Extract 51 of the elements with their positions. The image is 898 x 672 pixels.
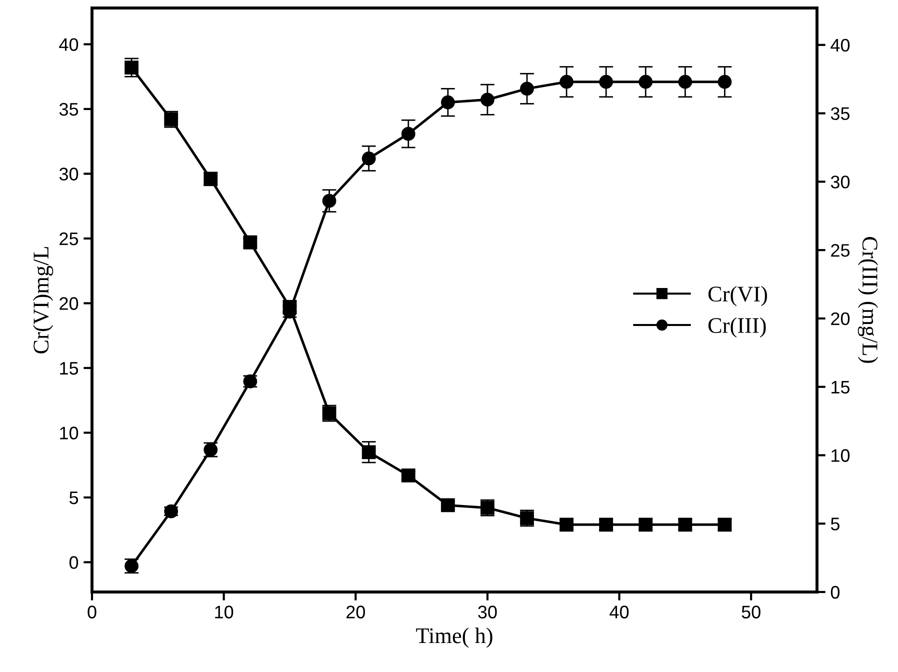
point [638, 74, 653, 89]
point [520, 82, 534, 96]
y2-tick-label: 20 [831, 312, 850, 326]
point [718, 518, 732, 532]
y-tick-label: 0 [69, 556, 78, 569]
point [401, 126, 416, 141]
y2-axis-title: Cr(III) (mg/L) [858, 237, 878, 363]
point [718, 74, 732, 89]
point [401, 468, 416, 482]
point [599, 74, 614, 89]
y2-tick-label: 40 [830, 38, 850, 52]
point [164, 504, 178, 518]
x-tick-label: 50 [742, 606, 760, 618]
y-tick-label: 25 [60, 232, 78, 246]
point [322, 194, 336, 208]
point [638, 518, 653, 532]
y-tick-label: 10 [60, 426, 78, 440]
point [678, 518, 692, 532]
y-tick-label: 15 [60, 362, 78, 375]
point [362, 445, 376, 460]
point [480, 92, 494, 107]
y-tick-label: 20 [60, 297, 78, 310]
point [440, 498, 455, 512]
y-tick-label: 30 [59, 168, 78, 180]
point [243, 235, 258, 250]
x-axis-title: Time( h) [416, 628, 492, 648]
point [124, 60, 138, 75]
x-tick-label: 40 [610, 606, 629, 618]
legend-label: Cr(VI) [708, 286, 768, 306]
y2-tick-label: 35 [830, 107, 850, 120]
point [560, 518, 574, 532]
point [599, 518, 614, 532]
y-axis-title: Cr(VI)mg/L [32, 247, 54, 354]
y2-tick-label: 10 [832, 449, 850, 462]
x-tick-label: 10 [215, 606, 234, 618]
x-tick-label: 0 [88, 606, 96, 618]
x-tick-label: 20 [346, 606, 365, 618]
legend-label: Cr(III) [708, 317, 766, 338]
y2-tick-label: 15 [832, 380, 850, 394]
point [560, 74, 574, 89]
x-tick-label: 30 [478, 606, 497, 618]
point [362, 152, 376, 166]
y2-tick-label: 0 [830, 586, 840, 599]
y2-tick-label: 30 [830, 176, 850, 188]
point [678, 74, 692, 89]
y-tick-label: 5 [69, 492, 78, 504]
point [440, 95, 455, 110]
y2-tick-label: 5 [830, 518, 840, 530]
y-tick-label: 35 [59, 102, 78, 116]
y2-tick-label: 25 [831, 244, 850, 257]
y-tick-label: 40 [59, 38, 78, 51]
